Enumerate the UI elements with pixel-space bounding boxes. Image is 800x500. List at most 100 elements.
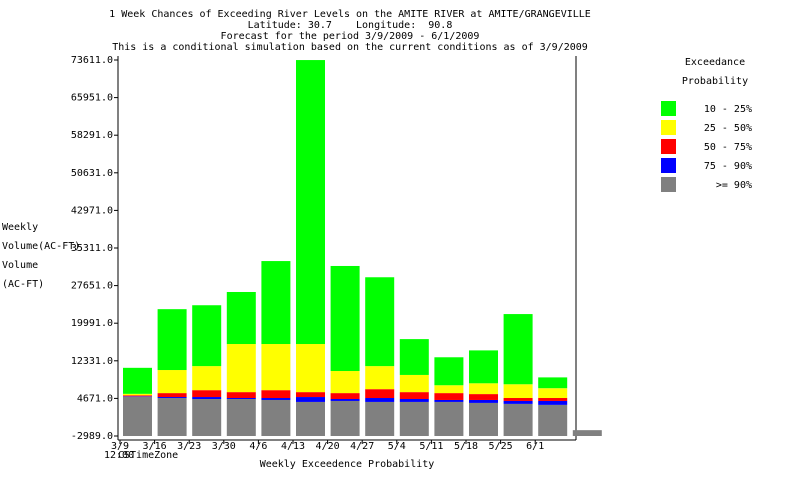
bar-segment [365,398,395,402]
bar-segment [469,350,498,384]
time-label: 12:00 [104,450,134,461]
y-axis-label: (AC-FT) [2,279,44,290]
y-tick-label: 27651.0 [71,281,113,292]
x-tick-label: 5/25 [489,441,513,452]
x-axis-label: Weekly Exceedence Probability [260,459,435,470]
bar-segment [399,398,429,402]
chart-title: 1 Week Chances of Exceeding River Levels… [109,9,591,20]
bar-segment [192,366,222,391]
bar-segment [157,309,187,371]
bar-segment [503,314,533,385]
legend-title: Probability [682,76,748,87]
bar-segment [538,400,568,405]
bar-segment [123,396,152,436]
x-tick-label: 4/27 [350,441,374,452]
bar-segment [157,393,187,398]
bar-segment [399,339,429,375]
bar-segment [330,265,360,372]
bar-segment [399,401,429,436]
bar-segment [226,291,256,345]
bar-segment [123,393,152,396]
bar-segment [157,370,187,394]
y-tick-label: 12331.0 [71,356,113,367]
bar-segment [434,393,464,400]
x-tick-label: 5/4 [388,441,406,452]
legend-swatch [661,101,676,116]
x-tick-label: 5/18 [454,441,478,452]
x-tick-label: 4/6 [249,441,267,452]
y-tick-label: 58291.0 [71,130,113,141]
bar-segment [261,398,291,400]
bar-segment [330,398,360,401]
bar-segment [365,389,395,399]
bar-segment [261,390,291,399]
y-tick-label: 4671.0 [77,393,113,404]
bar-segment [330,393,360,399]
y-tick-label: 73611.0 [71,55,113,66]
bar-segment [123,367,152,394]
legend-swatch [661,139,676,154]
bar-segment [365,277,395,367]
bar-segment [434,399,464,402]
bar-segment [330,371,360,394]
bar-segment [296,60,325,345]
bar-segment [261,261,291,345]
bar-segment [434,385,464,394]
bar-segment [538,377,568,389]
legend-label: 75 - 90% [704,161,752,172]
bar-segment [192,398,222,436]
legend-swatch [661,120,676,135]
y-tick-label: 65951.0 [71,93,113,104]
bar-segment [434,401,464,436]
legend-label: 25 - 50% [704,123,752,134]
bar-segment [296,397,325,402]
x-tick-label: 6/1 [526,441,544,452]
legend-label: 50 - 75% [704,142,752,153]
subtitle: Forecast for the period 3/9/2009 - 6/1/2… [221,31,480,42]
bar-segment [538,388,568,399]
x-tick-label: 5/11 [419,441,443,452]
bar-segment [261,399,291,436]
timezone-label: CSTimeZone [118,450,178,461]
x-tick-label: 4/13 [281,441,305,452]
y-tick-label: 50631.0 [71,168,113,179]
bar-segment [123,395,152,397]
bar-segment [503,384,533,399]
legend-swatch [661,177,676,192]
bar-segment [226,344,256,393]
y-tick-label: 19991.0 [71,318,113,329]
bar-segment [157,398,187,436]
bar-segment [157,397,187,399]
bar-segment [226,398,256,436]
legend-label: >= 90% [716,180,752,191]
bar-segment [296,392,325,398]
x-tick-label: 4/20 [316,441,340,452]
bar-segment [538,404,568,436]
bar-segment [192,397,222,399]
bar-segment [399,392,429,399]
bar-segment [469,399,498,403]
bar-segment [469,383,498,395]
bar-segment [226,392,256,399]
bar-segment [192,305,222,367]
bar-segment [261,344,291,391]
bar-segment [503,398,533,401]
bar-segment [503,403,533,436]
y-tick-label: 35311.0 [71,243,113,254]
bar-segment [503,400,533,404]
y-axis-label: Weekly [2,222,38,233]
bar-segment [192,390,222,398]
y-axis-label: Volume [2,260,38,271]
legend-label: 10 - 25% [704,104,752,115]
bar-segment [538,398,568,401]
bar-segment [296,401,325,436]
bar-segment [469,394,498,400]
legend-title: Exceedance [685,57,745,68]
bar-segment [572,430,602,436]
y-tick-label: -2989.0 [71,431,113,442]
bar-segment [226,398,256,399]
x-tick-label: 3/30 [212,441,236,452]
bar-segment [330,400,360,436]
